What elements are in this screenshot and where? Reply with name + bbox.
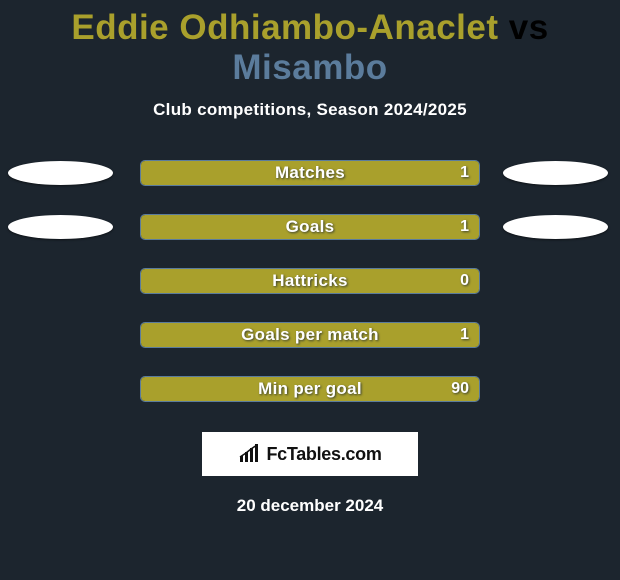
brand-chart-icon <box>238 444 262 464</box>
stat-bar: Hattricks0 <box>140 268 480 294</box>
stats-list: Matches1Goals1Hattricks0Goals per match1… <box>0 160 620 402</box>
stat-label: Goals per match <box>141 323 479 347</box>
stat-value: 90 <box>451 377 469 401</box>
player-left-ellipse <box>8 215 113 239</box>
stat-row: Goals per match1 <box>0 322 620 348</box>
stat-bar: Goals per match1 <box>140 322 480 348</box>
player-left-name: Eddie Odhiambo-Anaclet <box>71 8 498 47</box>
player-left-ellipse <box>8 161 113 185</box>
page-title: Eddie Odhiambo-Anaclet vs Misambo <box>0 0 620 88</box>
player-right-ellipse <box>503 215 608 239</box>
stat-value: 0 <box>460 269 469 293</box>
stat-bar: Matches1 <box>140 160 480 186</box>
stat-value: 1 <box>460 215 469 239</box>
date-label: 20 december 2024 <box>0 496 620 516</box>
stat-row: Matches1 <box>0 160 620 186</box>
player-right-ellipse <box>503 161 608 185</box>
player-right-name: Misambo <box>232 48 387 87</box>
stat-bar: Min per goal90 <box>140 376 480 402</box>
stat-value: 1 <box>460 323 469 347</box>
stat-bar: Goals1 <box>140 214 480 240</box>
stat-label: Matches <box>141 161 479 185</box>
stat-value: 1 <box>460 161 469 185</box>
stat-row: Hattricks0 <box>0 268 620 294</box>
vs-separator: vs <box>499 8 549 47</box>
comparison-card: Eddie Odhiambo-Anaclet vs Misambo Club c… <box>0 0 620 580</box>
brand-badge: FcTables.com <box>202 432 418 476</box>
stat-label: Goals <box>141 215 479 239</box>
brand-text: FcTables.com <box>266 444 381 465</box>
stat-row: Goals1 <box>0 214 620 240</box>
stat-label: Hattricks <box>141 269 479 293</box>
subtitle: Club competitions, Season 2024/2025 <box>0 100 620 120</box>
stat-label: Min per goal <box>141 377 479 401</box>
stat-row: Min per goal90 <box>0 376 620 402</box>
